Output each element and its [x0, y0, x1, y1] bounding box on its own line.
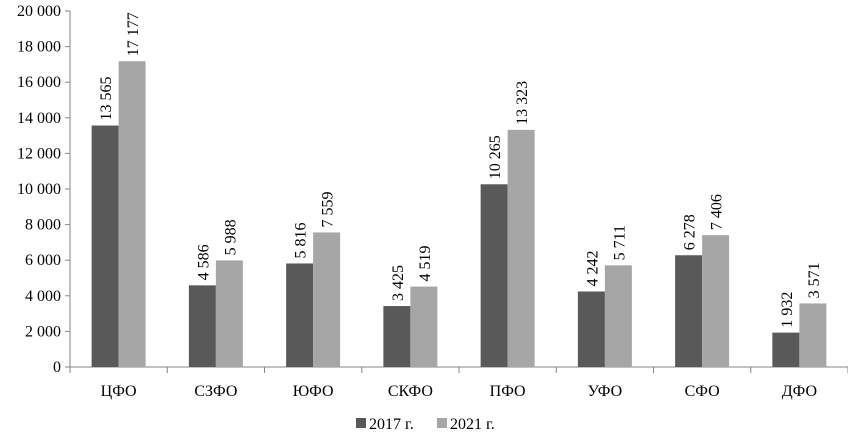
data-label: 5 711 [611, 225, 628, 260]
bar-series2 [410, 286, 438, 367]
data-label: 13 323 [514, 81, 531, 125]
category-label: СКФО [388, 383, 433, 400]
data-label: 3 571 [806, 262, 823, 298]
y-tick-label: 8 000 [25, 217, 61, 234]
bar-series1 [480, 184, 508, 367]
y-tick-label: 18 000 [17, 39, 61, 56]
bar-series1 [772, 332, 800, 367]
data-label: 1 932 [779, 292, 796, 328]
y-tick-label: 12 000 [17, 145, 61, 162]
category-labels: ЦФО СЗФО ЮФО СКФО ПФО УФО СФО ДФО [101, 383, 817, 400]
bar-series1 [675, 255, 703, 367]
data-label: 4 519 [417, 246, 434, 282]
category-label: СЗФО [194, 383, 237, 400]
legend-swatch [437, 418, 447, 428]
data-label: 13 565 [98, 77, 115, 121]
bar-series2 [604, 265, 632, 367]
y-tick-label: 16 000 [17, 74, 61, 91]
data-label: 7 559 [320, 191, 337, 227]
y-tick-label: 2 000 [25, 323, 61, 340]
legend-label: 2017 г. [369, 416, 414, 433]
bar-series2 [118, 61, 146, 368]
bar-series2 [702, 235, 730, 367]
data-label: 10 265 [487, 135, 504, 179]
category-label: УФО [588, 383, 623, 400]
bar-series2 [799, 303, 827, 367]
data-label: 4 586 [195, 244, 212, 280]
y-tick-label: 14 000 [17, 110, 61, 127]
data-label: 4 242 [584, 250, 601, 286]
chart-bars [91, 61, 827, 368]
y-tick-label: 10 000 [17, 181, 61, 198]
category-label: ДФО [782, 383, 817, 400]
legend-label: 2021 г. [450, 416, 495, 433]
legend-swatch [356, 418, 366, 428]
category-label: ПФО [490, 383, 526, 400]
data-label: 6 278 [682, 214, 699, 250]
y-axis-ticks: 0 2 000 4 000 6 000 8 000 10 000 12 000 14 000 1… [17, 3, 70, 376]
data-label: 5 816 [293, 222, 310, 258]
data-label: 3 425 [390, 265, 407, 301]
category-label: ЦФО [101, 383, 137, 400]
bar-series2 [507, 129, 535, 367]
chart-axes [69, 11, 848, 373]
category-label: ЮФО [293, 383, 334, 400]
bar-series2 [313, 232, 341, 367]
bar-series1 [383, 306, 411, 367]
bar-series2 [215, 260, 243, 367]
data-label: 5 988 [222, 219, 239, 255]
category-label: СФО [685, 383, 720, 400]
data-label: 17 177 [125, 12, 142, 56]
bar-series1 [91, 125, 119, 367]
bar-series1 [577, 291, 605, 367]
data-label: 7 406 [709, 194, 726, 230]
y-tick-label: 6 000 [25, 252, 61, 269]
bar-series1 [188, 285, 216, 367]
y-tick-label: 0 [53, 359, 61, 376]
y-tick-label: 20 000 [17, 3, 61, 20]
data-labels: 13 565 17 177 4 586 5 988 5 816 7 559 3 425 4 5… [98, 12, 823, 327]
bar-series1 [286, 263, 314, 367]
chart-legend: 2017 г. 2021 г. [356, 416, 495, 433]
y-tick-label: 4 000 [25, 288, 61, 305]
